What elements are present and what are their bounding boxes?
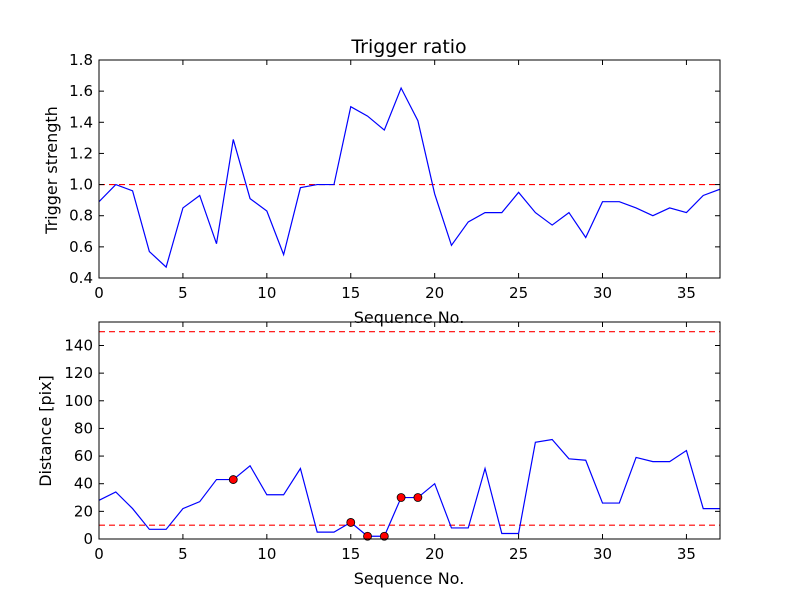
x-tick-label: 30 [593, 545, 612, 563]
plot-frame [98, 321, 721, 540]
x-tick-label: 35 [677, 545, 696, 563]
y-tick-label: 0.6 [69, 238, 93, 256]
x-tick-label: 25 [509, 545, 528, 563]
y-axis-label: Distance [pix] [36, 375, 55, 487]
y-tick-label: 1.2 [69, 144, 93, 162]
data-point-marker [346, 518, 356, 527]
x-tick-label: 5 [178, 284, 188, 302]
trigger-ratio-plot-area: 0 5 10 15 20 25 30 35 0.4 0.6 0.8 1.0 1.2 1.4 1.6 1.8 [69, 51, 721, 302]
x-tick-label: 35 [677, 284, 696, 302]
y-tick-label: 120 [64, 364, 93, 382]
x-tick-label: 10 [257, 284, 276, 302]
distance-chart: 0 5 10 15 20 25 30 35 0 20 40 60 80 100 120 140 Sequenc… [36, 321, 721, 588]
y-tick-label: 80 [74, 419, 93, 437]
plot-frame [98, 59, 721, 279]
x-tick-label: 15 [341, 545, 360, 563]
x-tick-label: 10 [257, 545, 276, 563]
series-line [99, 438, 720, 537]
x-tick-label: 20 [425, 545, 444, 563]
data-point-marker [363, 531, 372, 541]
x-tick-label: 5 [178, 545, 188, 563]
data-point-marker [413, 493, 423, 502]
data-point-marker [379, 531, 389, 541]
data-point-marker [396, 493, 406, 502]
y-tick-label: 100 [64, 392, 93, 410]
y-tick-label: 140 [64, 336, 93, 354]
x-axis-label: Sequence No. [354, 308, 465, 327]
y-tick-label: 40 [74, 475, 93, 493]
x-tick-label: 30 [593, 284, 612, 302]
x-tick-label: 15 [341, 284, 360, 302]
y-tick-label: 0.8 [69, 207, 93, 225]
x-tick-label: 25 [509, 284, 528, 302]
y-tick-label: 1.6 [69, 82, 93, 100]
x-axis-label: Sequence No. [354, 569, 465, 588]
data-point-marker [228, 475, 238, 484]
y-tick-label: 1.0 [69, 176, 93, 194]
y-tick-label: 60 [74, 447, 93, 465]
y-tick-label: 1.4 [69, 113, 93, 131]
y-axis-label: Trigger strength [42, 106, 61, 235]
y-tick-label: 1.8 [69, 51, 93, 69]
chart-title: Trigger ratio [350, 36, 466, 58]
y-tick-label: 0 [83, 530, 93, 548]
distance-plot-area: 0 5 10 15 20 25 30 35 0 20 40 60 80 100 120 140 [64, 321, 721, 563]
x-tick-label: 20 [425, 284, 444, 302]
y-tick-label: 0.4 [69, 269, 93, 287]
series-line [99, 86, 720, 269]
y-tick-label: 20 [74, 502, 93, 520]
x-tick-label: 0 [94, 284, 104, 302]
trigger-ratio-chart: Trigger ratio 0 5 10 15 20 25 30 35 0.4 0.6 0.8 1.0… [42, 36, 721, 327]
x-tick-label: 0 [94, 545, 104, 563]
